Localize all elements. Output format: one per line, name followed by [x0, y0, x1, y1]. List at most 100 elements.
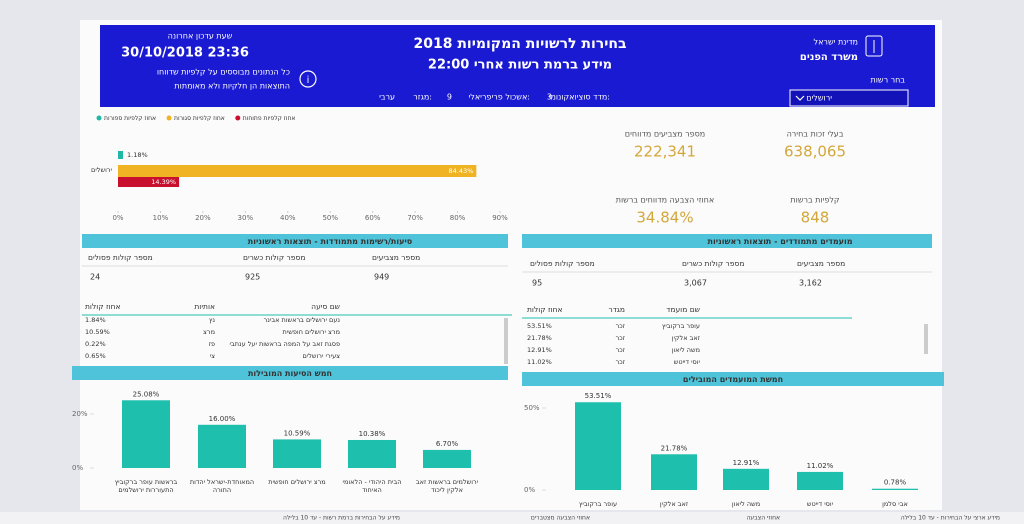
value-label: 1.18% — [127, 151, 148, 159]
tab[interactable]: מידע על הבחירות ברמת רשות - עד 10 בלילה — [283, 515, 400, 522]
notice-line: כל הנתונים מבוססים על קלפיות שדווחו — [157, 68, 290, 77]
bar — [118, 177, 180, 187]
column-header: מספר מצביעים — [372, 253, 420, 262]
bar — [651, 454, 697, 490]
list-cell: משה ליאון — [672, 346, 700, 354]
authority-dropdown[interactable]: ירושלים — [789, 89, 909, 107]
category-label: המאוחדת-ישראל יהדות התורה — [189, 478, 255, 494]
list-cell: צעירי ירושלים — [302, 352, 340, 360]
info-value: 9 — [447, 93, 452, 102]
category-label-box: ירושלמים בראשות זאב אלקין ליכוד — [415, 478, 479, 494]
state-name: מדינת ישראל — [814, 38, 858, 47]
column-header: מספר קולות כשרים — [243, 253, 305, 262]
list-cell: זכר — [616, 322, 625, 330]
category-label: מרצ ירושלים חופשית — [268, 478, 326, 486]
cell-value: 949 — [374, 273, 389, 282]
list-cell: יוסי דייטש — [674, 358, 701, 366]
category-label-box: המאוחדת-ישראל יהדות התורה — [189, 478, 255, 494]
info-label: אשכול פריפריאלי: — [468, 93, 530, 102]
value-label: 10.38% — [359, 430, 386, 438]
x-tick-label: 10% — [153, 214, 169, 222]
list-cell: 1.84% — [85, 316, 106, 324]
bar — [723, 468, 769, 490]
x-tick-label: 60% — [365, 214, 381, 222]
cell-value: 24 — [90, 273, 100, 282]
table-title-bar — [522, 234, 932, 248]
legend-label: אחוז קלפיות פתוחות — [243, 115, 296, 122]
category-label-box: משה ליאון — [731, 500, 761, 508]
x-tick-label: 40% — [280, 214, 296, 222]
y-tick-label: 0% — [524, 486, 535, 494]
x-tick-label: 80% — [450, 214, 466, 222]
tab[interactable]: אחוזי הצבעה מצטברים — [531, 515, 590, 522]
value-label: 10.59% — [284, 429, 311, 437]
category-label-box: בראשות עופר ברקוביץ התעוררות ירושלמים — [115, 478, 178, 494]
category-label-box: הבית היהודי - הלאומי האיחוד — [343, 478, 402, 494]
dashboard-subtitle: מידע ברמת רשות אחרי 22:00 — [428, 58, 612, 73]
chart-title-bar — [522, 372, 944, 386]
list-cell: מרצ ירושלים חופשית — [283, 328, 340, 336]
list-cell: זכר — [616, 334, 625, 342]
list-header: אחוז קולות — [527, 305, 563, 314]
y-tick-label: 0% — [72, 464, 83, 472]
list-cell: 53.51% — [527, 322, 552, 330]
value-label: 21.78% — [661, 444, 688, 452]
update-label: שעת עדכון אחרונה — [168, 32, 233, 41]
value-label: 12.91% — [733, 459, 760, 467]
legend-swatch — [166, 115, 172, 121]
bar — [575, 402, 621, 490]
category-label: ירושלמים בראשות זאב אלקין ליכוד — [415, 478, 479, 494]
legend-swatch — [96, 115, 102, 121]
x-tick-label: 0% — [112, 214, 123, 222]
bar — [122, 400, 170, 468]
value-label: 11.02% — [807, 462, 834, 470]
cell-value: 925 — [245, 273, 260, 282]
kpi-value: 848 — [801, 209, 830, 227]
x-tick-label: 50% — [322, 214, 338, 222]
category-label-box: מרצ ירושלים חופשית — [268, 478, 326, 486]
table-title-bar — [82, 234, 508, 248]
scrollbar — [504, 318, 508, 364]
bar — [423, 449, 471, 468]
value-label: 53.51% — [585, 392, 612, 400]
category-label: ירושלים — [91, 166, 113, 174]
emblem — [865, 35, 883, 57]
dashboard-title: בחירות לרשויות המקומיות 2018 — [414, 36, 627, 52]
tab[interactable]: מידע ארצי על הבחירות - עד 10 בלילה — [901, 515, 1000, 522]
kpi-label: אחוזי הצבעה מדווחים ברשות — [616, 196, 715, 205]
x-tick-label: 70% — [407, 214, 423, 222]
list-cell: פז — [209, 340, 215, 348]
list-header: אותיות — [194, 302, 215, 311]
list-cell: 11.02% — [527, 358, 552, 366]
bar — [797, 471, 843, 490]
table-title: מועמדים מתמודדים - תוצאות ראשוניות — [708, 237, 853, 246]
table-title: סיעות/רשימות מתמודדות - תוצאות ראשוניות — [248, 237, 412, 246]
kpi-value: 638,065 — [784, 143, 846, 161]
list-cell: מרצ — [203, 328, 215, 336]
bar — [348, 439, 396, 468]
update-time: 30/10/2018 23:36 — [121, 46, 249, 61]
list-cell: זכר — [616, 358, 625, 366]
category-label-box: עופר ברקוביץ — [579, 500, 617, 508]
value-label: 0.78% — [884, 479, 907, 487]
legend-label: אחוז קלפיות סגורות — [174, 115, 225, 122]
list-cell: 0.65% — [85, 352, 106, 360]
y-tick-label: 50% — [524, 404, 540, 412]
category-label: אבי סלמן — [882, 500, 908, 508]
x-tick-label: 20% — [195, 214, 211, 222]
bar — [872, 488, 918, 490]
tab[interactable]: אחוזי הצבעה — [746, 515, 780, 522]
list-header: שם סיעה — [311, 302, 340, 311]
ministry-name: משרד הפנים — [800, 52, 858, 63]
info-icon[interactable]: i — [299, 70, 317, 88]
notice-line: התוצאות הן חלקיות ולא מאומתות — [174, 82, 290, 91]
column-header: מספר קולות פסולים — [88, 253, 153, 262]
selected-authority[interactable]: ירושלים — [806, 94, 832, 103]
list-header: אחוז קולות — [85, 302, 121, 311]
category-label: משה ליאון — [731, 500, 761, 508]
info-value: ערבי — [379, 93, 395, 102]
list-cell: 0.22% — [85, 340, 106, 348]
select-label: בחר רשות — [870, 76, 905, 85]
